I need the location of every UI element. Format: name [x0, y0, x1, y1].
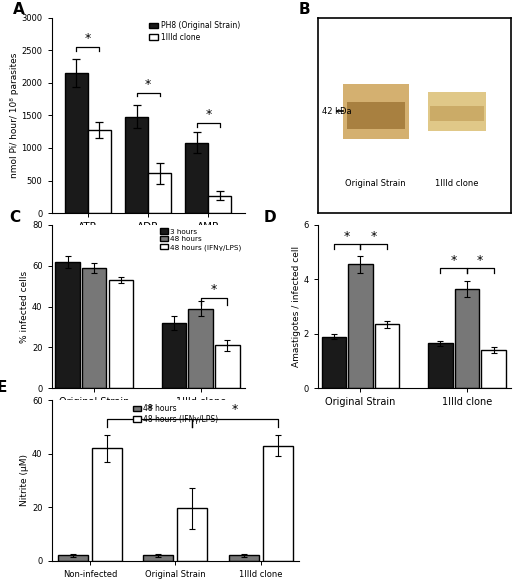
Bar — [208, 196, 231, 213]
Y-axis label: nmol Pi/ hour/ 10⁸ parasites: nmol Pi/ hour/ 10⁸ parasites — [10, 53, 19, 178]
Legend: PH8 (Original Strain), 1IIId clone: PH8 (Original Strain), 1IIId clone — [149, 22, 241, 41]
Text: Original Strain: Original Strain — [345, 179, 406, 188]
Bar — [375, 324, 399, 388]
Bar — [178, 509, 207, 561]
Bar — [263, 446, 293, 561]
Legend: 48 hours, 48 hours (IFNγ/LPS): 48 hours, 48 hours (IFNγ/LPS) — [133, 404, 218, 424]
Bar — [148, 173, 171, 213]
Text: *: * — [145, 78, 151, 91]
Y-axis label: % infected cells: % infected cells — [20, 270, 29, 343]
Text: E: E — [0, 380, 8, 395]
Bar — [55, 262, 80, 388]
Bar — [65, 73, 88, 213]
Bar — [143, 555, 173, 561]
Bar — [88, 130, 111, 213]
Text: *: * — [450, 254, 457, 267]
Legend: 3 hours, 48 hours, 48 hours (IFNγ/LPS): 3 hours, 48 hours, 48 hours (IFNγ/LPS) — [159, 228, 241, 251]
Text: *: * — [211, 283, 217, 297]
Text: *: * — [85, 32, 91, 45]
Bar — [321, 336, 346, 388]
Bar — [82, 267, 106, 388]
Bar — [215, 345, 239, 388]
Bar — [481, 350, 506, 388]
Bar — [108, 280, 133, 388]
FancyBboxPatch shape — [430, 106, 484, 121]
FancyBboxPatch shape — [343, 84, 409, 139]
Bar — [188, 308, 213, 388]
Bar — [125, 117, 148, 213]
Text: *: * — [370, 230, 377, 242]
Text: 42 kDa: 42 kDa — [322, 107, 351, 116]
Bar — [455, 289, 479, 388]
Y-axis label: Amastigotes / infected cell: Amastigotes / infected cell — [292, 246, 301, 367]
Text: B: B — [299, 2, 310, 16]
Bar — [229, 555, 259, 561]
Y-axis label: Nitrite (μM): Nitrite (μM) — [20, 454, 29, 506]
Bar — [348, 265, 373, 388]
Text: *: * — [205, 108, 212, 121]
FancyBboxPatch shape — [428, 92, 486, 131]
Text: *: * — [477, 254, 483, 267]
Bar — [162, 323, 186, 388]
Text: D: D — [264, 210, 277, 225]
Text: *: * — [232, 403, 238, 416]
Text: C: C — [9, 210, 20, 225]
Text: A: A — [13, 2, 25, 16]
Bar — [185, 142, 208, 213]
Bar — [58, 555, 88, 561]
Bar — [92, 449, 122, 561]
Text: *: * — [344, 230, 350, 242]
Text: *: * — [147, 403, 153, 416]
Text: 1IIId clone: 1IIId clone — [435, 179, 478, 188]
FancyBboxPatch shape — [347, 102, 405, 129]
Bar — [428, 343, 453, 388]
